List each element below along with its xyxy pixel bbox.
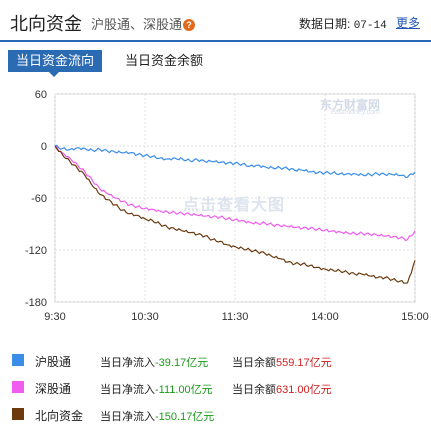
brand-watermark-site: eastmoney.com: [331, 109, 380, 116]
flow-label: 当日净流入: [100, 357, 155, 369]
x-tick-label: 14:00: [311, 311, 339, 323]
flow-label: 当日净流入: [100, 384, 155, 396]
panel-title: 北向资金: [10, 14, 82, 34]
more-link[interactable]: 更多: [396, 16, 421, 30]
legend-balance-shanghai: 当日余额559.17亿元: [232, 354, 332, 370]
x-tick-label: 10:30: [131, 311, 159, 323]
subtitle-text: 沪股通、深股通: [91, 17, 183, 32]
y-tick-label: -180: [25, 297, 47, 309]
brand-watermark: 东方财富网: [320, 98, 381, 112]
date-value: 07-14: [353, 20, 387, 32]
legend-name-shenzhen: 深股通: [35, 382, 72, 396]
date-label: 数据日期:: [299, 17, 351, 31]
tab-active-caret: [49, 72, 59, 77]
tab-daily-flow[interactable]: 当日资金流向: [8, 50, 102, 72]
legend-swatch-shenzhen: [12, 381, 24, 393]
tab-daily-balance[interactable]: 当日资金余额: [125, 53, 204, 68]
legend-flow-shanghai: 当日净流入-39.17亿元: [100, 354, 208, 370]
series-line-2: [54, 145, 416, 242]
balance-label: 当日余额: [232, 357, 276, 369]
panel-header: 北向资金 沪股通、深股通? 数据日期: 07-14 更多: [0, 0, 431, 42]
series-line-3: [54, 145, 416, 284]
tab-bar: 当日资金流向 当日资金余额: [0, 50, 431, 77]
view-large-chart-link[interactable]: 点击查看大图: [183, 197, 286, 214]
balance-value: 631.00亿元: [276, 384, 332, 396]
balance-value: 559.17亿元: [276, 357, 332, 369]
legend-flow-shenzhen: 当日净流入-111.00亿元: [100, 381, 213, 397]
flow-label: 当日净流入: [100, 411, 155, 423]
legend-row-shanghai: 沪股通 当日净流入-39.17亿元 当日余额559.17亿元: [0, 350, 431, 370]
y-tick-label: -60: [31, 193, 47, 205]
legend-name-shanghai: 沪股通: [35, 355, 72, 369]
y-tick-label: 60: [35, 89, 47, 101]
legend-balance-shenzhen: 当日余额631.00亿元: [232, 381, 332, 397]
balance-label: 当日余额: [232, 384, 276, 396]
legend-row-northbound: 北向资金 当日净流入-150.17亿元: [0, 404, 431, 424]
question-icon[interactable]: ?: [183, 19, 196, 31]
panel-subtitle: 沪股通、深股通?: [91, 14, 196, 33]
x-tick-label: 15:00: [401, 311, 429, 323]
x-tick-label: 11:30: [222, 311, 249, 323]
legend-swatch-shanghai: [12, 354, 24, 366]
flow-value: -150.17亿元: [155, 411, 215, 423]
flow-value: -111.00亿元: [155, 384, 213, 396]
legend-flow-northbound: 当日净流入-150.17亿元: [100, 408, 214, 424]
legend-row-shenzhen: 深股通 当日净流入-111.00亿元 当日余额631.00亿元: [0, 377, 431, 397]
legend-swatch-northbound: [12, 408, 24, 420]
legend-name-northbound: 北向资金: [35, 409, 84, 423]
x-tick-label: 9:30: [44, 311, 65, 323]
northbound-flow-chart[interactable]: 60 0 -60 -120 -180 9:30 10:30 11:30 14:00 15:00: [0, 82, 431, 332]
y-tick-label: -120: [25, 245, 47, 257]
series-line-1: [54, 144, 416, 179]
data-date: 数据日期: 07-14: [299, 15, 387, 32]
y-tick-label: 0: [41, 141, 47, 153]
flow-value: -39.17亿元: [155, 357, 209, 369]
